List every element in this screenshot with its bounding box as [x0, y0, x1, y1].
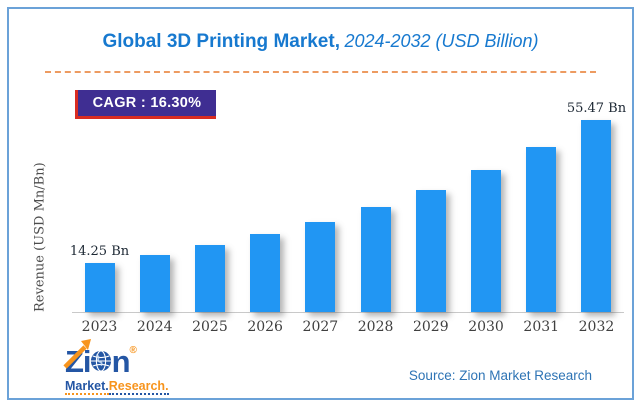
x-tick-label: 2031: [523, 319, 560, 335]
logo-word-research: Research.: [108, 379, 169, 395]
bar-value-label: [539, 128, 543, 144]
x-tick-label: 2025: [192, 319, 228, 335]
logo-letters-zi: Zi: [65, 344, 92, 379]
bar-column: [348, 188, 403, 312]
cagr-badge: CAGR : 16.30%: [75, 90, 216, 119]
page-title: Global 3D Printing Market, 2024-2032 (US…: [9, 31, 632, 53]
zion-logo: Zi n® Market.Research.: [63, 339, 185, 395]
x-axis-tick-labels: 2023 2024 2025 2026 2027 2028 2029 2030 2031 2032: [72, 314, 624, 336]
x-tick-label: 2032: [578, 319, 615, 335]
bar-value-label: [318, 203, 322, 219]
bar-column: [459, 151, 514, 312]
zion-logo-wordmark: Zi n®: [63, 339, 185, 379]
bar-value-label: [208, 226, 212, 242]
bar-value-label: [429, 171, 433, 187]
bar-column: [514, 128, 569, 312]
bar-value-label: [484, 151, 488, 167]
x-tick-label: 2026: [247, 319, 283, 335]
bar-value-label: 55.47 Bn: [566, 101, 627, 116]
globe-icon: [90, 350, 112, 372]
bar: [194, 245, 225, 312]
bar-column: [238, 215, 293, 312]
dashed-divider: [45, 71, 596, 73]
bar-column: [403, 171, 458, 312]
bar-value-label: [263, 215, 267, 231]
x-tick-label: 2030: [468, 319, 504, 335]
registered-trademark-icon: ®: [129, 345, 137, 356]
x-tick-label: 2024: [136, 319, 173, 335]
bar-value-label: [374, 188, 378, 204]
bar: [526, 146, 557, 312]
bar-value-label: 14.25 Bn: [69, 243, 130, 259]
bar-value-label: [153, 236, 157, 252]
title-main: Global 3D Printing Market,: [102, 31, 340, 52]
bar: [471, 170, 502, 312]
bar: [360, 207, 391, 312]
zion-logo-tagline: Market.Research.: [65, 379, 185, 395]
bar: [415, 190, 446, 312]
bar-column: [127, 236, 182, 312]
x-tick-label: 2023: [81, 319, 118, 335]
bar: [581, 120, 612, 312]
x-tick-label: 2029: [412, 319, 449, 335]
bar: [250, 234, 281, 312]
chart-frame: Global 3D Printing Market, 2024-2032 (US…: [7, 7, 634, 400]
bar-chart-plot-area: 14.25 Bn 55.47 Bn: [69, 101, 627, 313]
bar-column: 14.25 Bn: [69, 243, 130, 312]
bar-column: [293, 203, 348, 312]
title-subrange: 2024-2032 (USD Billion): [344, 31, 539, 51]
bar: [139, 254, 170, 312]
bar-column: [182, 226, 237, 312]
logo-letter-n: n: [111, 344, 131, 379]
source-attribution: Source: Zion Market Research: [408, 368, 592, 383]
cagr-badge-text: CAGR : 16.30%: [92, 95, 202, 111]
bar: [84, 262, 115, 312]
x-tick-label: 2028: [357, 319, 394, 335]
y-axis-label: Revenue (USD Mn/Bn): [32, 162, 48, 312]
bar-column: 55.47 Bn: [566, 101, 627, 312]
logo-word-market: Market.: [65, 379, 109, 395]
x-tick-label: 2027: [302, 319, 339, 335]
bar: [305, 221, 336, 312]
